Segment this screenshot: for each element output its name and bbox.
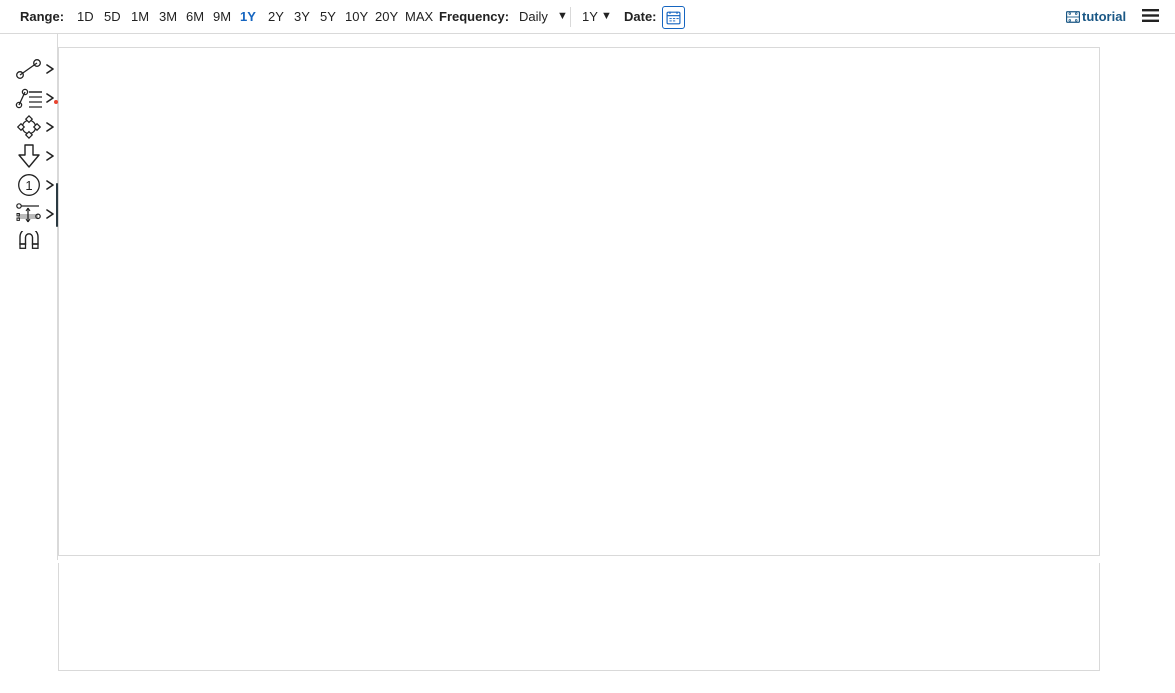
svg-text:1: 1 (25, 178, 32, 193)
